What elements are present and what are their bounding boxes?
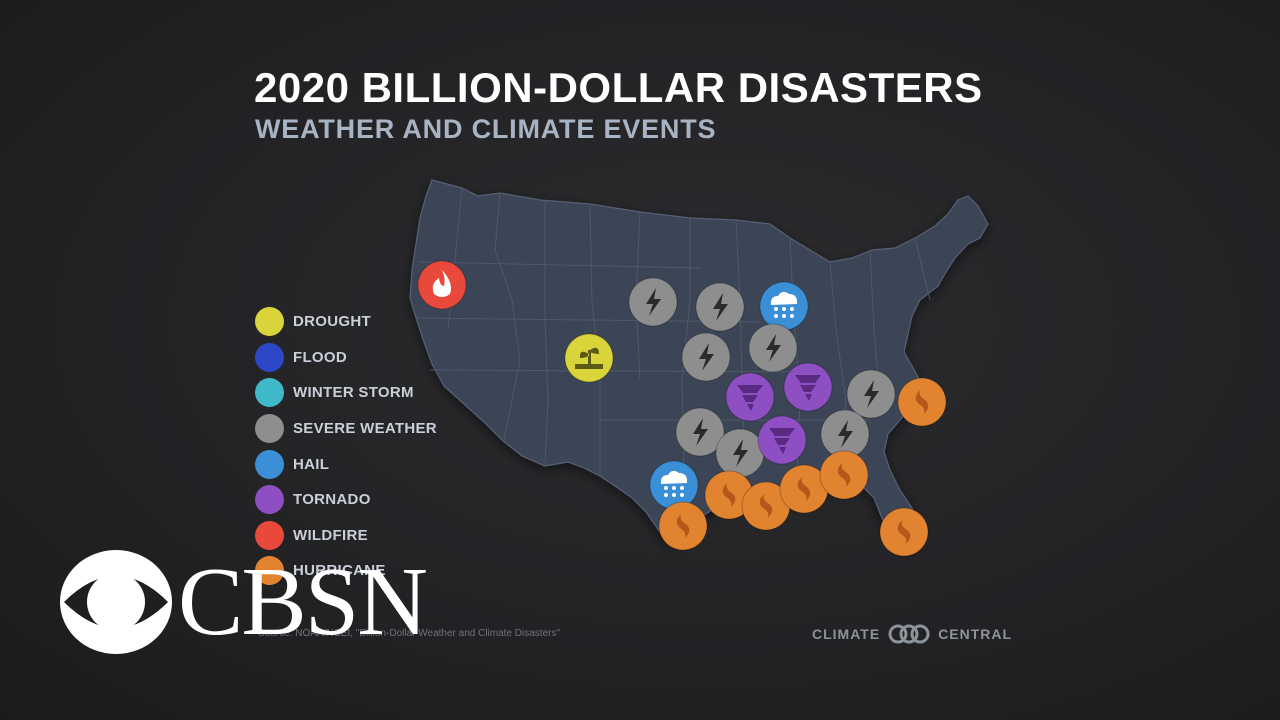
cbsn-wordmark: CBSN [178, 548, 428, 656]
tornado-icon [255, 485, 284, 515]
legend-label: DROUGHT [293, 313, 371, 331]
legend-item-hail: HAIL [255, 446, 475, 482]
severe-event-marker [748, 323, 798, 373]
legend-item-winter-storm: WINTER STORM [255, 375, 475, 411]
legend-label: WILDFIRE [293, 526, 368, 544]
hurricane-icon [255, 556, 284, 586]
severe-event-marker [681, 332, 731, 382]
hurricane-event-marker [704, 470, 754, 520]
legend-item-tornado: TORNADO [255, 482, 475, 518]
legend-item-severe-weather: SEVERE WEATHER [255, 411, 475, 447]
severe-weather-icon [255, 414, 284, 444]
legend-item-flood: FLOOD [255, 340, 475, 376]
severe-event-marker [695, 282, 745, 332]
hurricane-event-marker [819, 450, 869, 500]
winter-storm-icon [255, 378, 284, 408]
flood-icon [255, 342, 284, 372]
hail-event-marker [759, 281, 809, 331]
brand-left: CLIMATE [812, 626, 881, 642]
climate-central-logo: CLIMATE CENTRAL [812, 623, 1012, 645]
hail-event-marker [649, 460, 699, 510]
brand-right: CENTRAL [938, 626, 1013, 642]
source-credit: Source: NOAA/NCEI, "Billion-Dollar Weath… [258, 628, 561, 639]
map-subtitle: WEATHER AND CLIMATE EVENTS [255, 114, 717, 144]
hurricane-event-marker [658, 501, 708, 551]
legend-label: TORNADO [293, 491, 371, 509]
legend-label: SEVERE WEATHER [293, 420, 437, 438]
severe-event-marker [628, 277, 678, 327]
drought-event-marker [564, 333, 614, 383]
legend: DROUGHT FLOOD WINTER STORM SEVERE WEATHE… [255, 304, 475, 589]
legend-item-drought: DROUGHT [255, 304, 475, 340]
legend-item-hurricane: HURRICANE [255, 553, 475, 589]
map-title: 2020 BILLION-DOLLAR DISASTERS [254, 64, 983, 111]
legend-label: HAIL [293, 455, 330, 473]
wildfire-event-marker [417, 260, 467, 310]
severe-event-marker [715, 428, 765, 478]
hurricane-event-marker [879, 507, 929, 557]
legend-item-wildfire: WILDFIRE [255, 518, 475, 554]
hail-icon [255, 449, 284, 479]
tornado-event-marker [725, 372, 775, 422]
hurricane-event-marker [897, 377, 947, 427]
hurricane-event-marker [741, 481, 791, 531]
tornado-event-marker [783, 362, 833, 412]
drought-icon [255, 307, 284, 337]
severe-event-marker [675, 407, 725, 457]
legend-label: WINTER STORM [293, 384, 414, 402]
legend-label: FLOOD [293, 348, 347, 366]
legend-label: HURRICANE [293, 562, 386, 580]
severe-event-marker [846, 369, 896, 419]
climate-central-mark-icon [888, 624, 930, 644]
wildfire-icon [255, 520, 284, 550]
event-markers [417, 260, 947, 557]
tornado-event-marker [757, 415, 807, 465]
cbs-eye-icon [60, 550, 172, 654]
cbsn-logo: CBSN [58, 548, 428, 656]
